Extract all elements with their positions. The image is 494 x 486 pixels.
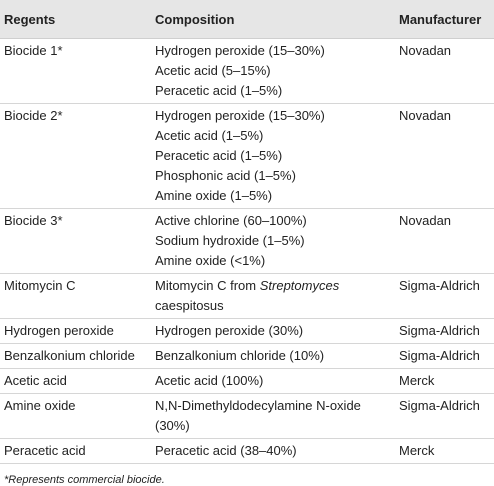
table-row: Amine oxide N,N-Dimethyldodecylamine N-ox… [0, 393, 494, 439]
table-row: Biocide 1* Hydrogen peroxide (15–30%) Acet… [0, 38, 494, 104]
regent-cell: Acetic acid [0, 368, 151, 394]
header-cell: Composition [151, 0, 395, 39]
table-row: Benzalkonium chloride Benzalkonium chlori… [0, 343, 494, 369]
composition-line: (30%) [155, 418, 190, 433]
composition-line: caespitosus [155, 298, 224, 313]
composition-line: Acetic acid (1–5%) [155, 128, 264, 143]
manufacturer-cell: Novadan [395, 208, 494, 274]
regent-cell: Hydrogen peroxide [0, 318, 151, 344]
composition-line: Active chlorine (60–100%) [155, 213, 307, 228]
composition-cell: Benzalkonium chloride (10%) [151, 343, 395, 369]
table-row: Mitomycin C Mitomycin C from Streptomyces… [0, 273, 494, 319]
composition-line: Peracetic acid (1–5%) [155, 148, 283, 163]
composition-line: N,N-Dimethyldodecylamine N-oxide [155, 398, 361, 413]
composition-line: Sodium hydroxide (1–5%) [155, 233, 305, 248]
composition-line: Hydrogen peroxide (30%) [155, 323, 304, 338]
composition-line: Acetic acid (5–15%) [155, 63, 271, 78]
composition-line: Mitomycin C from Streptomyces [155, 276, 395, 296]
manufacturer-cell: Sigma-Aldrich [395, 393, 494, 439]
regent-cell: Biocide 1* [0, 38, 151, 104]
composition-line: Amine oxide (<1%) [155, 253, 266, 268]
composition-cell: Hydrogen peroxide (15–30%) Acetic acid (1… [151, 103, 395, 209]
composition-line: Phosphonic acid (1–5%) [155, 168, 296, 183]
manufacturer-cell: Sigma-Aldrich [395, 343, 494, 369]
composition-cell: Acetic acid (100%) [151, 368, 395, 394]
table-row: Biocide 2* Hydrogen peroxide (15–30%) Acet… [0, 103, 494, 209]
table-row: Acetic acid Acetic acid (100%) Merck [0, 368, 494, 394]
manufacturer-cell: Merck [395, 368, 494, 394]
regent-cell: Benzalkonium chloride [0, 343, 151, 369]
composition-cell: Active chlorine (60–100%) Sodium hydroxid… [151, 208, 395, 274]
composition-cell: Hydrogen peroxide (15–30%) Acetic acid (5… [151, 38, 395, 104]
composition-cell: Hydrogen peroxide (30%) [151, 318, 395, 344]
composition-line: Amine oxide (1–5%) [155, 188, 273, 203]
manufacturer-cell: Novadan [395, 103, 494, 209]
composition-line: Peracetic acid (1–5%) [155, 83, 283, 98]
composition-line: Hydrogen peroxide (15–30%) [155, 43, 325, 58]
composition-cell: N,N-Dimethyldodecylamine N-oxide (30%) [151, 393, 395, 439]
header-cell: Regents [0, 0, 151, 39]
composition-line: Hydrogen peroxide (15–30%) [155, 108, 325, 123]
composition-line: Acetic acid (100%) [155, 373, 264, 388]
composition-cell: Mitomycin C from Streptomyces caespitosus [151, 273, 395, 319]
regent-cell: Biocide 2* [0, 103, 151, 209]
composition-cell: Peracetic acid (38–40%) [151, 438, 395, 464]
manufacturer-cell: Sigma-Aldrich [395, 318, 494, 344]
table-row: Peracetic acid Peracetic acid (38–40%) Mer… [0, 438, 494, 464]
composition-line: Benzalkonium chloride (10%) [155, 348, 325, 363]
species-name: Streptomyces [259, 278, 340, 293]
regent-cell: Peracetic acid [0, 438, 151, 464]
regent-cell: Biocide 3* [0, 208, 151, 274]
table: Regents Composition Manufacturer Biocide 1… [0, 0, 494, 464]
manufacturer-cell: Merck [395, 438, 494, 464]
header-cell: Manufacturer [395, 0, 494, 39]
manufacturer-cell: Novadan [395, 38, 494, 104]
composition-line: Peracetic acid (38–40%) [155, 443, 297, 458]
regent-cell: Mitomycin C [0, 273, 151, 319]
manufacturer-cell: Sigma-Aldrich [395, 273, 494, 319]
table-row: Hydrogen peroxide Hydrogen peroxide (30%)… [0, 318, 494, 344]
text: Mitomycin C from [155, 278, 260, 293]
table-row: Biocide 3* Active chlorine (60–100%) Sodiu… [0, 208, 494, 274]
footnote: *Represents commercial biocide. [4, 474, 165, 486]
header-row: Regents Composition Manufacturer [0, 0, 494, 39]
regent-cell: Amine oxide [0, 393, 151, 439]
